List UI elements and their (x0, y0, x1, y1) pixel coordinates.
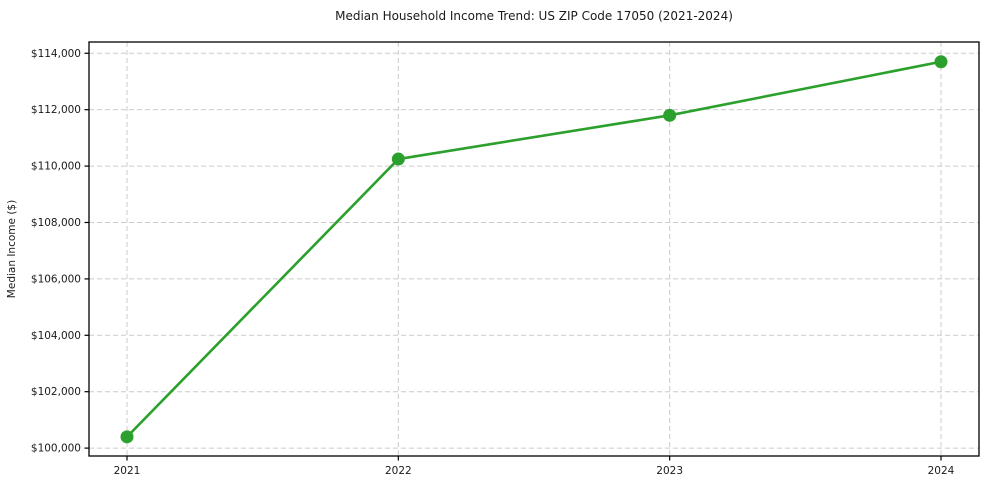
y-tick-label: $104,000 (31, 330, 81, 342)
x-tick-label: 2021 (114, 465, 141, 477)
data-point-2021 (120, 430, 134, 444)
plot-border (88, 41, 980, 457)
axis-tick-labels: $100,000 $102,000 $104,000 $106,000 $108,000… (31, 48, 955, 477)
y-tick-label: $108,000 (31, 217, 81, 229)
x-tick-label: 2024 (928, 465, 955, 477)
y-axis-title: Median Income ($) (6, 200, 18, 298)
trend-line (125, 60, 943, 439)
x-tick-label: 2022 (385, 465, 412, 477)
y-tick-label: $106,000 (31, 273, 81, 285)
data-point-2022 (391, 152, 405, 166)
y-tick-label: $114,000 (31, 48, 81, 60)
data-point-2023 (663, 108, 677, 122)
y-tick-label: $100,000 (31, 443, 81, 455)
chart-title: Median Household Income Trend: US ZIP Co… (335, 9, 733, 23)
y-tick-label: $112,000 (31, 104, 81, 116)
y-tick-label: $102,000 (31, 386, 81, 398)
x-tick-label: 2023 (656, 465, 683, 477)
y-tick-label: $110,000 (31, 161, 81, 173)
data-point-2024 (934, 55, 948, 69)
data-series (120, 55, 948, 444)
axis-ticks (84, 52, 942, 461)
gridlines (89, 42, 979, 456)
